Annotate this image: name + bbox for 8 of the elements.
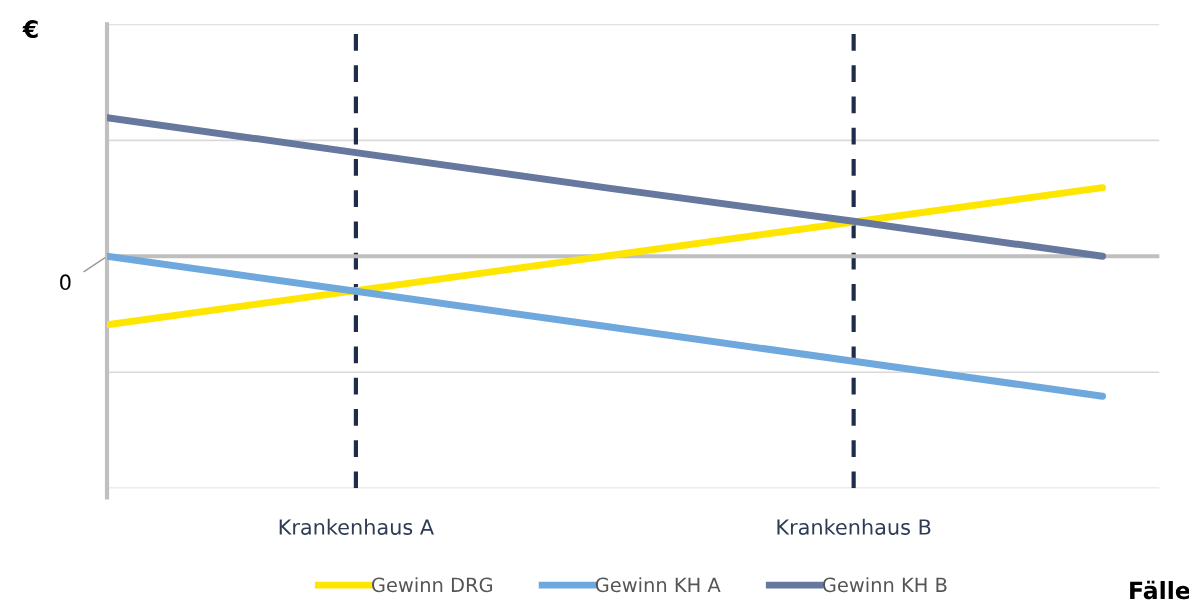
x-axis-title: Fälle <box>1130 580 1189 600</box>
legend-label: Gewinn KH B <box>822 577 947 593</box>
text: 0 <box>60 274 71 291</box>
y-axis-title: € <box>22 20 38 38</box>
legend-label: Gewinn KH A <box>595 577 721 593</box>
x-tick-label: Krankenhaus A <box>279 518 434 535</box>
x-tick-label: Krankenhaus B <box>777 518 931 535</box>
legend-label: Gewinn DRG <box>371 577 493 593</box>
